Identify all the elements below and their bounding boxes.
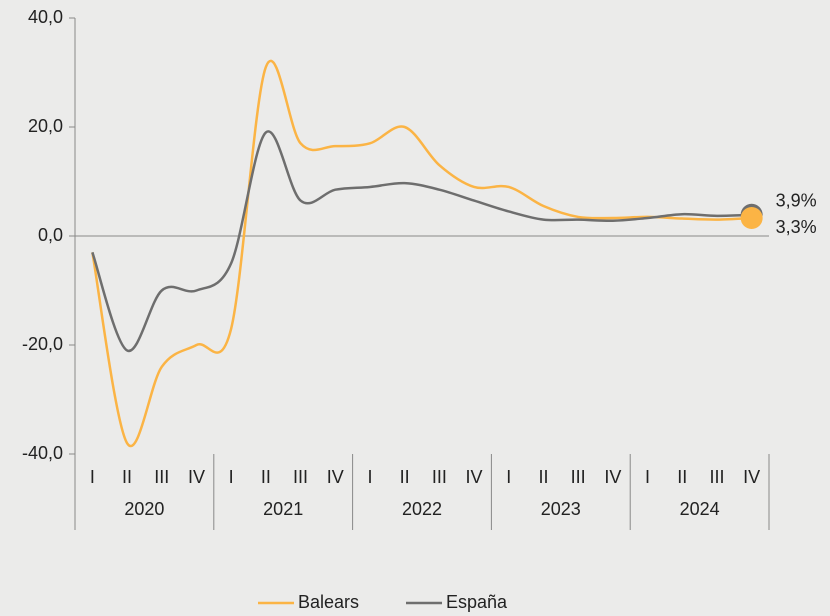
- end-marker: [740, 207, 763, 230]
- x-tick-label: IV: [188, 467, 205, 487]
- x-tick-label: II: [122, 467, 132, 487]
- x-tick-label: I: [367, 467, 372, 487]
- x-tick-label: III: [571, 467, 586, 487]
- x-tick-label: IV: [466, 467, 483, 487]
- x-tick-label: III: [154, 467, 169, 487]
- group-label: 2021: [263, 499, 303, 519]
- y-tick-label: -20,0: [22, 334, 63, 354]
- y-tick-label: 20,0: [28, 116, 63, 136]
- x-tick-label: III: [293, 467, 308, 487]
- y-tick-label: -40,0: [22, 443, 63, 463]
- x-tick-label: II: [400, 467, 410, 487]
- x-tick-label: III: [432, 467, 447, 487]
- value-label: 3,3%: [776, 217, 817, 237]
- value-label: 3,9%: [776, 190, 817, 210]
- group-label: 2024: [680, 499, 720, 519]
- x-tick-label: I: [90, 467, 95, 487]
- x-tick-label: IV: [327, 467, 344, 487]
- x-tick-label: I: [506, 467, 511, 487]
- x-tick-label: IV: [743, 467, 760, 487]
- series-line: [91, 130, 752, 352]
- group-label: 2023: [541, 499, 581, 519]
- legend-label: Balears: [298, 592, 359, 612]
- x-tick-label: II: [538, 467, 548, 487]
- series-line: [91, 59, 752, 448]
- x-tick-label: I: [229, 467, 234, 487]
- y-tick-label: 40,0: [28, 7, 63, 27]
- x-tick-label: III: [709, 467, 724, 487]
- y-tick-label: 0,0: [38, 225, 63, 245]
- x-tick-label: II: [677, 467, 687, 487]
- x-tick-label: II: [261, 467, 271, 487]
- legend-label: España: [446, 592, 508, 612]
- x-tick-label: IV: [604, 467, 621, 487]
- x-tick-label: I: [645, 467, 650, 487]
- group-label: 2020: [124, 499, 164, 519]
- group-label: 2022: [402, 499, 442, 519]
